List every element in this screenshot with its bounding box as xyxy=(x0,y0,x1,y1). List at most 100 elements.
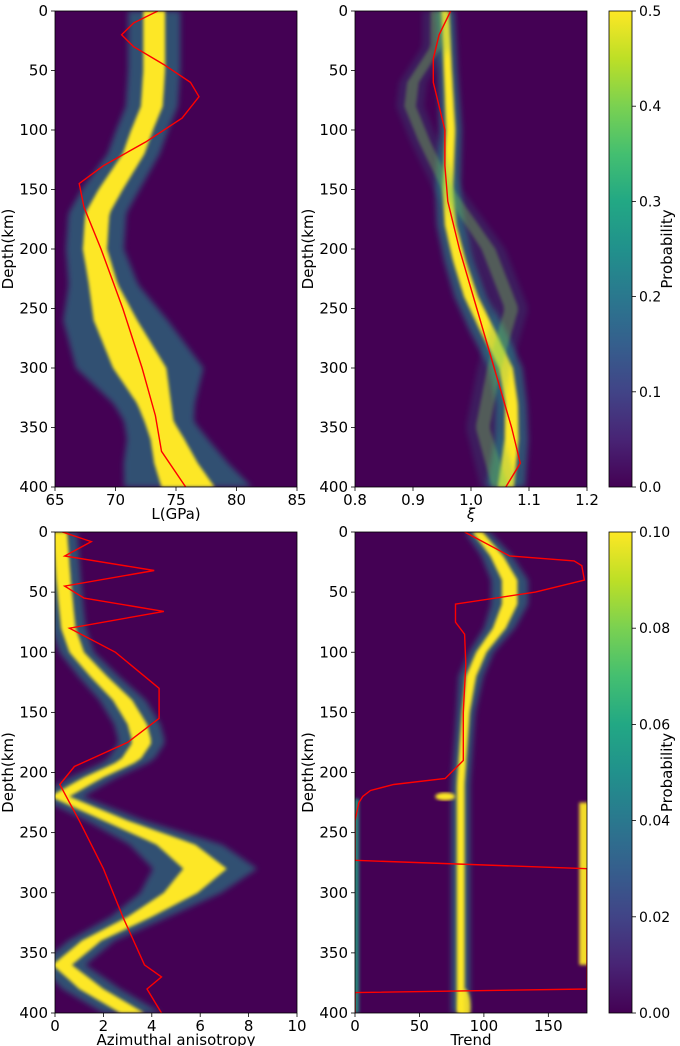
colorbar-tick-label: 0.0 xyxy=(639,480,661,496)
y-tick-label: 200 xyxy=(19,764,48,782)
density-core xyxy=(456,532,518,1013)
y-tick-label: 0 xyxy=(338,2,348,20)
x-axis-label: Azimuthal anisotropy xyxy=(96,1031,255,1046)
y-tick-label: 300 xyxy=(19,359,48,377)
x-tick-label: 80 xyxy=(227,491,246,509)
y-tick-label: 350 xyxy=(319,944,348,962)
colorbar-gradient xyxy=(608,10,633,488)
density-ridge xyxy=(55,532,258,1013)
x-tick-label: 6 xyxy=(195,1017,205,1035)
y-tick-label: 400 xyxy=(19,478,48,496)
y-tick-label: 300 xyxy=(19,884,48,902)
density-ridge xyxy=(451,532,529,1013)
colorbar-tick-label: 0.5 xyxy=(639,4,661,20)
x-tick-label: 4 xyxy=(147,1017,157,1035)
y-tick-label: 350 xyxy=(319,419,348,437)
x-tick-label: 1.2 xyxy=(575,491,599,509)
density-edge-bands xyxy=(355,792,587,1013)
x-tick-label: 65 xyxy=(45,491,64,509)
density-edge-left xyxy=(355,798,359,1013)
colorbar-tick-label: 0.02 xyxy=(639,910,670,926)
x-tick-label: 1.1 xyxy=(517,491,541,509)
model-line xyxy=(78,11,200,487)
x-axis-label: Trend xyxy=(449,1031,491,1046)
density-halo xyxy=(55,532,258,1013)
x-tick-label: 1.0 xyxy=(459,491,483,509)
x-tick-label: 100 xyxy=(470,1017,499,1035)
x-tick-label: 0.8 xyxy=(343,491,367,509)
probability-density xyxy=(55,532,258,1013)
y-tick-label: 0 xyxy=(38,523,48,541)
colorbar-tick-label: 0.2 xyxy=(639,290,661,306)
y-axis-label: Depth(km) xyxy=(299,732,317,813)
y-tick-label: 250 xyxy=(319,300,348,318)
y-tick-label: 400 xyxy=(19,1004,48,1022)
density-halo xyxy=(63,11,253,487)
colorbar-tick-label: 0.4 xyxy=(639,99,661,115)
y-tick-label: 250 xyxy=(19,300,48,318)
probability-density xyxy=(355,532,587,1013)
y-tick-label: 50 xyxy=(329,62,348,80)
colorbar-tick-label: 0.06 xyxy=(639,717,670,733)
x-tick-label: 85 xyxy=(287,491,306,509)
colorbar-tick-label: 0.00 xyxy=(639,1006,670,1022)
x-tick-label: 70 xyxy=(106,491,125,509)
y-tick-label: 0 xyxy=(38,2,48,20)
colorbar-2: 0.00 0.02 0.04 0.06 0.08 0.10 Probability xyxy=(608,525,676,1022)
y-tick-label: 300 xyxy=(319,884,348,902)
x-tick-label: 2 xyxy=(99,1017,109,1035)
model-line xyxy=(355,532,587,1013)
colorbar-1: 0.0 0.1 0.2 0.3 0.4 0.5 Probability xyxy=(608,4,676,496)
x-axis-label: L(GPa) xyxy=(151,505,200,523)
colorbar-tick-label: 0.3 xyxy=(639,194,661,210)
x-axis-label: ξ xyxy=(466,505,476,523)
x-tick-label: 10 xyxy=(287,1017,306,1035)
colorbar-tick-label: 0.08 xyxy=(639,621,670,637)
y-tick-label: 50 xyxy=(29,583,48,601)
colorbar-tick-label: 0.10 xyxy=(639,525,670,541)
y-tick-label: 250 xyxy=(319,824,348,842)
y-tick-label: 100 xyxy=(319,121,348,139)
density-core xyxy=(55,532,227,1013)
y-axis-label: Depth(km) xyxy=(299,209,317,290)
density-edge-right xyxy=(579,802,587,965)
y-tick-label: 400 xyxy=(319,1004,348,1022)
plot-background xyxy=(355,532,587,1013)
colorbar-tick-label: 0.1 xyxy=(639,385,661,401)
y-axis-label: Depth(km) xyxy=(0,732,17,813)
y-tick-label: 150 xyxy=(19,703,48,721)
y-tick-label: 50 xyxy=(29,62,48,80)
y-axis-label: Depth(km) xyxy=(0,209,17,290)
x-tick-label: 0 xyxy=(350,1017,360,1035)
x-tick-label: 50 xyxy=(410,1017,429,1035)
colorbar-label: Probability xyxy=(658,209,676,288)
density-core xyxy=(404,11,518,487)
y-tick-label: 300 xyxy=(319,359,348,377)
density-ridge xyxy=(63,11,253,487)
y-tick-label: 0 xyxy=(338,523,348,541)
y-tick-label: 100 xyxy=(319,643,348,661)
model-line xyxy=(58,532,165,1013)
y-tick-label: 350 xyxy=(19,944,48,962)
probability-density xyxy=(63,11,253,487)
y-tick-label: 50 xyxy=(329,583,348,601)
y-tick-label: 150 xyxy=(319,703,348,721)
density-core xyxy=(82,11,215,487)
colorbar-gradient xyxy=(608,531,633,1014)
density-blob xyxy=(435,792,456,801)
y-tick-label: 150 xyxy=(319,181,348,199)
density-halo xyxy=(451,532,529,1013)
density-blob-bottom xyxy=(458,988,471,1013)
x-tick-label: 150 xyxy=(534,1017,563,1035)
y-tick-label: 200 xyxy=(319,764,348,782)
y-tick-label: 100 xyxy=(19,643,48,661)
y-tick-label: 100 xyxy=(19,121,48,139)
y-tick-label: 150 xyxy=(19,181,48,199)
y-tick-label: 200 xyxy=(19,240,48,258)
x-tick-label: 0.9 xyxy=(401,491,425,509)
